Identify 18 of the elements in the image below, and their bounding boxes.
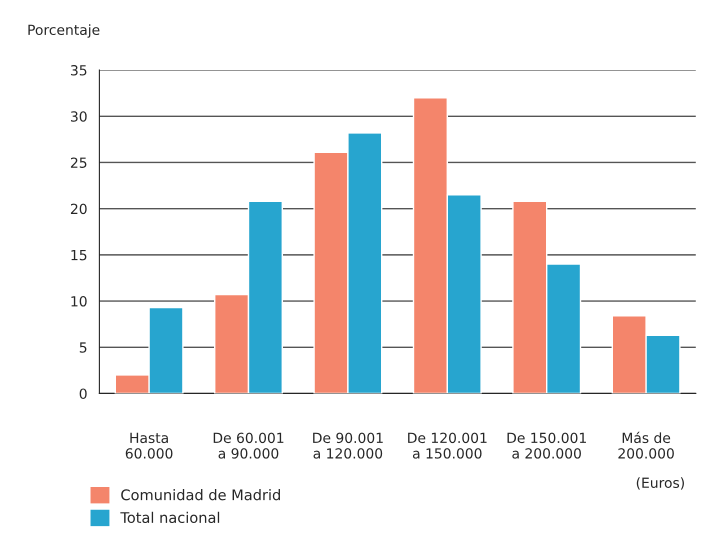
legend-label: Total nacional — [120, 512, 220, 524]
x-tick-label: De 120.001 a 150.000 — [408, 432, 487, 459]
x-tick-label: De 90.001 a 120.000 — [313, 432, 383, 459]
y-tick-label: 25 — [70, 157, 86, 168]
y-tick-label: 10 — [71, 296, 87, 307]
text: (Euros) — [636, 477, 684, 490]
y-tick-label: 0 — [80, 388, 87, 399]
y-tick-label: 35 — [70, 65, 86, 76]
y-tick-label: 30 — [70, 111, 87, 122]
x-tick-label: Hasta 60.000 — [126, 432, 172, 459]
y-tick-label: 15 — [71, 250, 86, 260]
x-tick-label: De 60.001 a 90.000 — [214, 432, 284, 459]
x-tick-label: De 150.001 a 200.000 — [508, 432, 586, 459]
y-tick-label: 20 — [70, 204, 87, 214]
x-tick-label: Más de 200.000 — [618, 432, 674, 459]
legend-label: Comunidad de Madrid — [121, 489, 280, 500]
y-axis-title: Porcentaje — [28, 24, 100, 38]
y-tick-label: 5 — [80, 342, 86, 353]
